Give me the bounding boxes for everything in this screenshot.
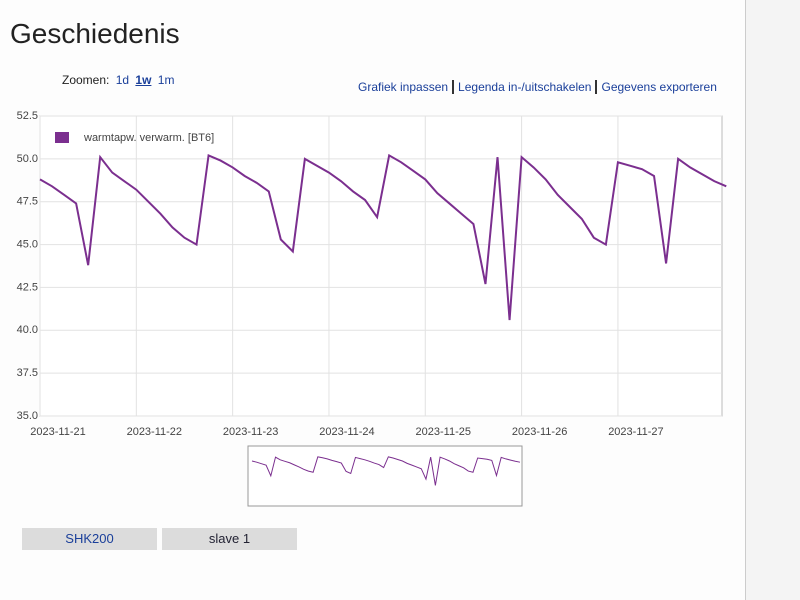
x-tick-label: 2023-11-24 <box>319 426 374 438</box>
legend-label: warmtapw. verwarm. [BT6] <box>83 132 214 144</box>
zoom-bar: Zoomen: 1d 1w 1m <box>62 73 174 87</box>
overview-box[interactable] <box>247 445 523 507</box>
zoom-option[interactable]: 1m <box>157 73 175 87</box>
tab-bar: SHK200 slave 1 <box>22 528 297 550</box>
y-tick-label: 42.5 <box>17 281 38 293</box>
y-tick-label: 50.0 <box>17 153 38 165</box>
zoom-option[interactable]: 1w <box>135 73 152 87</box>
data-line <box>39 153 727 321</box>
y-tick-label: 47.5 <box>17 196 38 208</box>
x-tick-label: 2023-11-26 <box>512 426 567 438</box>
export-link[interactable]: Gegevens exporteren <box>601 80 717 94</box>
plot-area <box>39 115 723 417</box>
fit-link[interactable]: Grafiek inpassen <box>354 80 455 94</box>
legend <box>48 126 236 150</box>
y-tick-label: 40.0 <box>17 324 38 336</box>
y-tick-label: 35.0 <box>17 410 38 422</box>
x-tick-label: 2023-11-25 <box>416 426 471 438</box>
action-links: Grafiek inpassen Legenda in-/uitschakelen… <box>354 80 721 94</box>
zoom-label: Zoomen: <box>62 73 110 87</box>
x-tick-label: 2023-11-21 <box>30 426 85 438</box>
y-tick-label: 45.0 <box>17 238 38 250</box>
overview-line <box>251 456 521 486</box>
legend-swatch <box>55 132 69 143</box>
tab[interactable]: SHK200 <box>22 528 157 550</box>
y-tick-label: 52.5 <box>17 110 38 122</box>
page-title: Geschiedenis <box>10 18 180 49</box>
zoom-option[interactable]: 1d <box>115 73 130 87</box>
chart: warmtapw. verwarm. [BT6] 35.0 37.5 40.0 42.… <box>17 110 727 507</box>
y-tick-label: 37.5 <box>17 367 38 379</box>
x-tick-label: 2023-11-27 <box>608 426 663 438</box>
x-tick-label: 2023-11-23 <box>223 426 278 438</box>
x-tick-label: 2023-11-22 <box>127 426 182 438</box>
page-panel: Geschiedenis Zoomen: 1d 1w 1m Grafiek in… <box>10 0 746 600</box>
legend-toggle[interactable]: Legenda in-/uitschakelen <box>454 80 598 94</box>
tab[interactable]: slave 1 <box>162 528 297 550</box>
